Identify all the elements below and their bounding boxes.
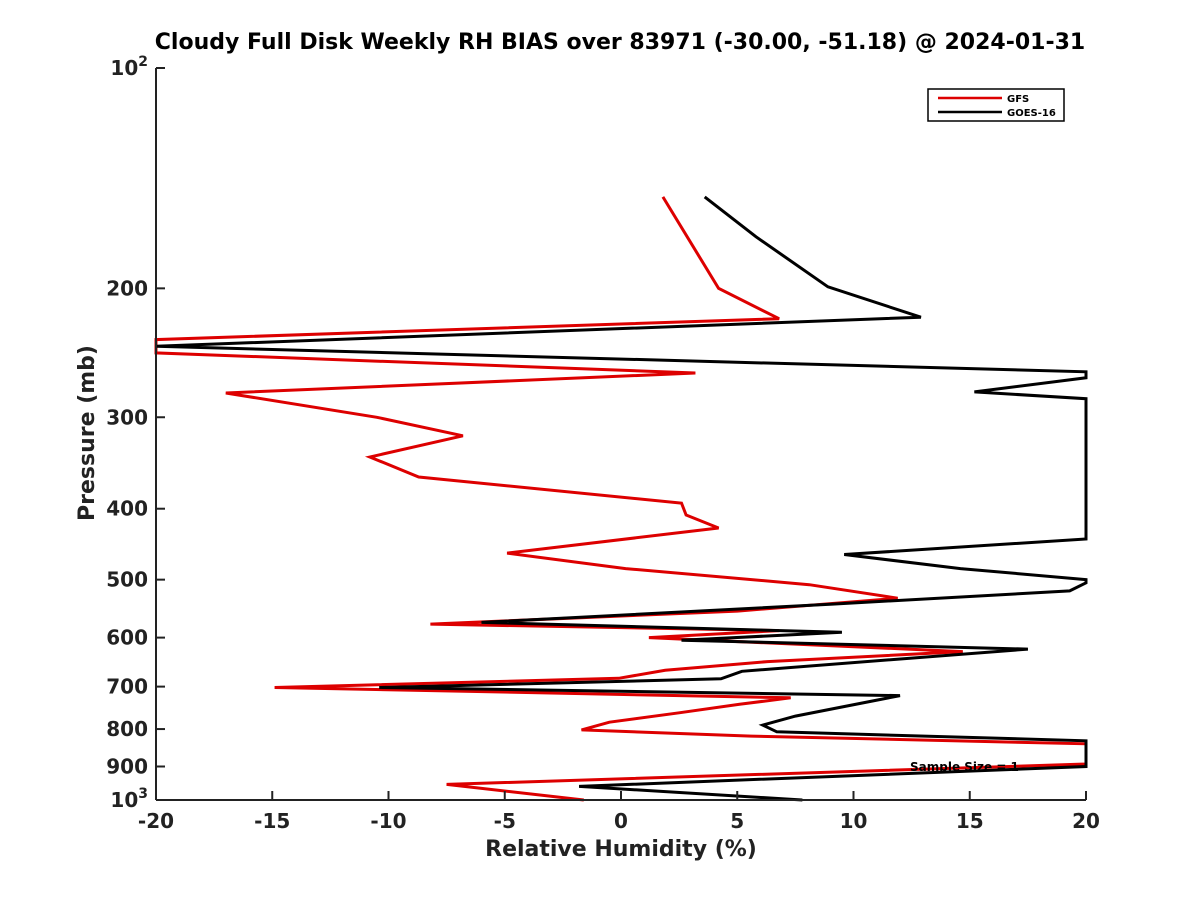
x-axis-label: Relative Humidity (%) (485, 837, 757, 862)
x-tick-label: -20 (138, 809, 174, 833)
x-tick-label: 10 (840, 809, 868, 833)
x-tick-label: 20 (1072, 809, 1100, 833)
chart-title: Cloudy Full Disk Weekly RH BIAS over 839… (154, 30, 1086, 55)
sample-size-annotation: Sample Size = 1 (910, 760, 1019, 774)
legend-label: GOES-16 (1007, 108, 1056, 119)
y-tick-label: 300 (106, 405, 148, 429)
y-tick-label: 500 (106, 568, 148, 592)
y-tick-label: 103 (110, 786, 148, 812)
x-tick-label: 0 (614, 809, 628, 833)
legend: GFS GOES-16 (927, 88, 1065, 122)
y-tick-label: 900 (106, 755, 148, 779)
y-axis-label: Pressure (mb) (75, 345, 100, 521)
x-tick-label: -5 (494, 809, 516, 833)
y-tick-label: 800 (106, 717, 148, 741)
axes-layer: -20 -15 -10 -5 0 5 10 15 20 102 200 300 400 500 600 700… (106, 54, 1100, 833)
y-tick-label: 102 (110, 54, 148, 80)
y-tick-label: 700 (106, 675, 148, 699)
series-layer (154, 195, 1088, 802)
x-tick-label: 5 (730, 809, 744, 833)
y-tick-label: 400 (106, 497, 148, 521)
x-tick-label: 15 (956, 809, 984, 833)
x-tick-label: -15 (254, 809, 290, 833)
legend-box (927, 88, 1065, 122)
x-tick-label: -10 (370, 809, 406, 833)
y-tick-label: 200 (106, 276, 148, 300)
y-tick-label: 600 (106, 626, 148, 650)
series-line-gfs (154, 196, 1088, 802)
legend-label: GFS (1007, 94, 1029, 105)
series-line-goes-16 (155, 195, 1088, 802)
